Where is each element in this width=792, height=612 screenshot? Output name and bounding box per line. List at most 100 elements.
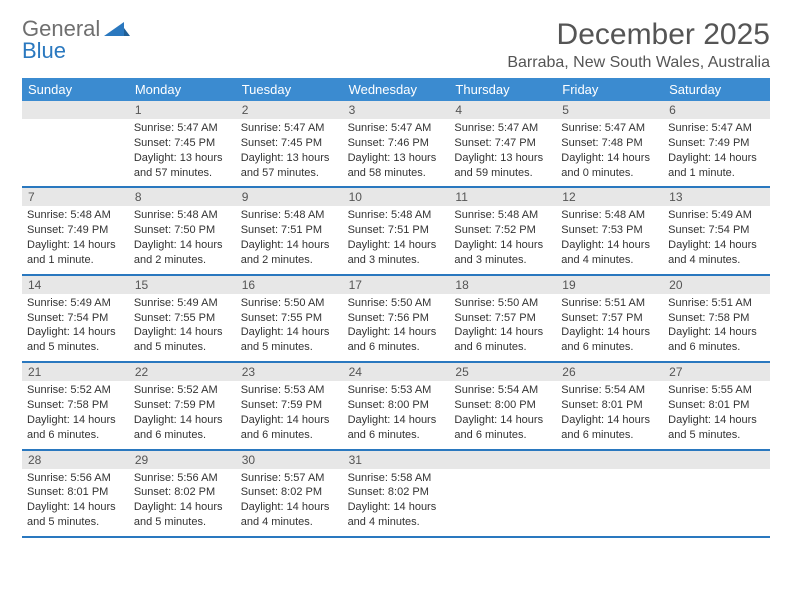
sunrise-text: Sunrise: 5:57 AM (241, 471, 338, 486)
day-number: 25 (449, 363, 556, 381)
sunset-text: Sunset: 8:01 PM (561, 398, 658, 413)
day-cell: 22Sunrise: 5:52 AMSunset: 7:59 PMDayligh… (129, 363, 236, 448)
day-number: 13 (663, 188, 770, 206)
sunset-text: Sunset: 7:54 PM (668, 223, 765, 238)
sunrise-text: Sunrise: 5:53 AM (348, 383, 445, 398)
day-number (449, 451, 556, 469)
day-cell: 9Sunrise: 5:48 AMSunset: 7:51 PMDaylight… (236, 188, 343, 273)
week-row: 1Sunrise: 5:47 AMSunset: 7:45 PMDaylight… (22, 101, 770, 188)
day-number: 5 (556, 101, 663, 119)
sunrise-text: Sunrise: 5:48 AM (27, 208, 124, 223)
day-number (663, 451, 770, 469)
day-number: 2 (236, 101, 343, 119)
sunrise-text: Sunrise: 5:58 AM (348, 471, 445, 486)
day-number: 3 (343, 101, 450, 119)
day-cell: 19Sunrise: 5:51 AMSunset: 7:57 PMDayligh… (556, 276, 663, 361)
week-row: 7Sunrise: 5:48 AMSunset: 7:49 PMDaylight… (22, 188, 770, 275)
sunrise-text: Sunrise: 5:50 AM (348, 296, 445, 311)
daylight-text: Daylight: 14 hours and 5 minutes. (241, 325, 338, 355)
sunset-text: Sunset: 7:45 PM (134, 136, 231, 151)
daylight-text: Daylight: 13 hours and 57 minutes. (241, 151, 338, 181)
day-cell: 3Sunrise: 5:47 AMSunset: 7:46 PMDaylight… (343, 101, 450, 186)
sunset-text: Sunset: 8:01 PM (27, 485, 124, 500)
day-cell: 30Sunrise: 5:57 AMSunset: 8:02 PMDayligh… (236, 451, 343, 536)
sunrise-text: Sunrise: 5:54 AM (454, 383, 551, 398)
day-cell: 4Sunrise: 5:47 AMSunset: 7:47 PMDaylight… (449, 101, 556, 186)
sunrise-text: Sunrise: 5:47 AM (134, 121, 231, 136)
sunrise-text: Sunrise: 5:49 AM (134, 296, 231, 311)
day-number: 23 (236, 363, 343, 381)
day-number: 28 (22, 451, 129, 469)
sunrise-text: Sunrise: 5:50 AM (241, 296, 338, 311)
sunrise-text: Sunrise: 5:53 AM (241, 383, 338, 398)
sunrise-text: Sunrise: 5:48 AM (241, 208, 338, 223)
sunset-text: Sunset: 8:02 PM (134, 485, 231, 500)
day-cell: 15Sunrise: 5:49 AMSunset: 7:55 PMDayligh… (129, 276, 236, 361)
day-number: 19 (556, 276, 663, 294)
day-cell: 17Sunrise: 5:50 AMSunset: 7:56 PMDayligh… (343, 276, 450, 361)
sunset-text: Sunset: 7:57 PM (454, 311, 551, 326)
day-cell: 10Sunrise: 5:48 AMSunset: 7:51 PMDayligh… (343, 188, 450, 273)
day-cell: 24Sunrise: 5:53 AMSunset: 8:00 PMDayligh… (343, 363, 450, 448)
daylight-text: Daylight: 14 hours and 6 minutes. (348, 413, 445, 443)
sunrise-text: Sunrise: 5:47 AM (348, 121, 445, 136)
calendar-page: General Blue December 2025 Barraba, New … (0, 0, 792, 548)
sunrise-text: Sunrise: 5:47 AM (668, 121, 765, 136)
sunrise-text: Sunrise: 5:49 AM (27, 296, 124, 311)
day-cell: 18Sunrise: 5:50 AMSunset: 7:57 PMDayligh… (449, 276, 556, 361)
day-number: 18 (449, 276, 556, 294)
day-cell (22, 101, 129, 186)
sunset-text: Sunset: 7:57 PM (561, 311, 658, 326)
sunset-text: Sunset: 8:00 PM (348, 398, 445, 413)
sunrise-text: Sunrise: 5:52 AM (134, 383, 231, 398)
day-of-week-header: Wednesday (343, 78, 450, 101)
day-cell: 11Sunrise: 5:48 AMSunset: 7:52 PMDayligh… (449, 188, 556, 273)
day-number: 15 (129, 276, 236, 294)
day-number: 16 (236, 276, 343, 294)
daylight-text: Daylight: 14 hours and 5 minutes. (668, 413, 765, 443)
sunset-text: Sunset: 8:02 PM (348, 485, 445, 500)
sunrise-text: Sunrise: 5:48 AM (454, 208, 551, 223)
day-cell (556, 451, 663, 536)
day-number: 1 (129, 101, 236, 119)
daylight-text: Daylight: 14 hours and 4 minutes. (241, 500, 338, 530)
daylight-text: Daylight: 14 hours and 3 minutes. (454, 238, 551, 268)
sunset-text: Sunset: 7:47 PM (454, 136, 551, 151)
sunset-text: Sunset: 7:58 PM (27, 398, 124, 413)
day-cell: 29Sunrise: 5:56 AMSunset: 8:02 PMDayligh… (129, 451, 236, 536)
daylight-text: Daylight: 13 hours and 59 minutes. (454, 151, 551, 181)
daylight-text: Daylight: 14 hours and 1 minute. (668, 151, 765, 181)
day-number: 8 (129, 188, 236, 206)
day-of-week-header: Saturday (663, 78, 770, 101)
day-cell: 20Sunrise: 5:51 AMSunset: 7:58 PMDayligh… (663, 276, 770, 361)
day-number: 9 (236, 188, 343, 206)
daylight-text: Daylight: 14 hours and 6 minutes. (241, 413, 338, 443)
daylight-text: Daylight: 14 hours and 5 minutes. (27, 325, 124, 355)
sunset-text: Sunset: 7:49 PM (668, 136, 765, 151)
sunset-text: Sunset: 7:53 PM (561, 223, 658, 238)
day-cell: 21Sunrise: 5:52 AMSunset: 7:58 PMDayligh… (22, 363, 129, 448)
daylight-text: Daylight: 14 hours and 5 minutes. (134, 500, 231, 530)
day-number: 14 (22, 276, 129, 294)
week-row: 28Sunrise: 5:56 AMSunset: 8:01 PMDayligh… (22, 451, 770, 538)
sunset-text: Sunset: 7:58 PM (668, 311, 765, 326)
daylight-text: Daylight: 14 hours and 6 minutes. (454, 325, 551, 355)
sunset-text: Sunset: 7:48 PM (561, 136, 658, 151)
title-block: December 2025 Barraba, New South Wales, … (507, 18, 770, 72)
daylight-text: Daylight: 13 hours and 57 minutes. (134, 151, 231, 181)
daylight-text: Daylight: 14 hours and 6 minutes. (348, 325, 445, 355)
day-cell: 31Sunrise: 5:58 AMSunset: 8:02 PMDayligh… (343, 451, 450, 536)
day-number: 7 (22, 188, 129, 206)
day-of-week-header: Tuesday (236, 78, 343, 101)
day-of-week-header-row: SundayMondayTuesdayWednesdayThursdayFrid… (22, 78, 770, 101)
sunset-text: Sunset: 8:00 PM (454, 398, 551, 413)
day-number (22, 101, 129, 119)
sunrise-text: Sunrise: 5:51 AM (561, 296, 658, 311)
sunset-text: Sunset: 7:46 PM (348, 136, 445, 151)
daylight-text: Daylight: 14 hours and 4 minutes. (561, 238, 658, 268)
day-cell (449, 451, 556, 536)
day-number: 27 (663, 363, 770, 381)
day-cell: 14Sunrise: 5:49 AMSunset: 7:54 PMDayligh… (22, 276, 129, 361)
sunset-text: Sunset: 7:52 PM (454, 223, 551, 238)
day-cell: 1 Sunrise: 5:47 AMSunset: 7:45 PMDaylight… (129, 101, 236, 186)
